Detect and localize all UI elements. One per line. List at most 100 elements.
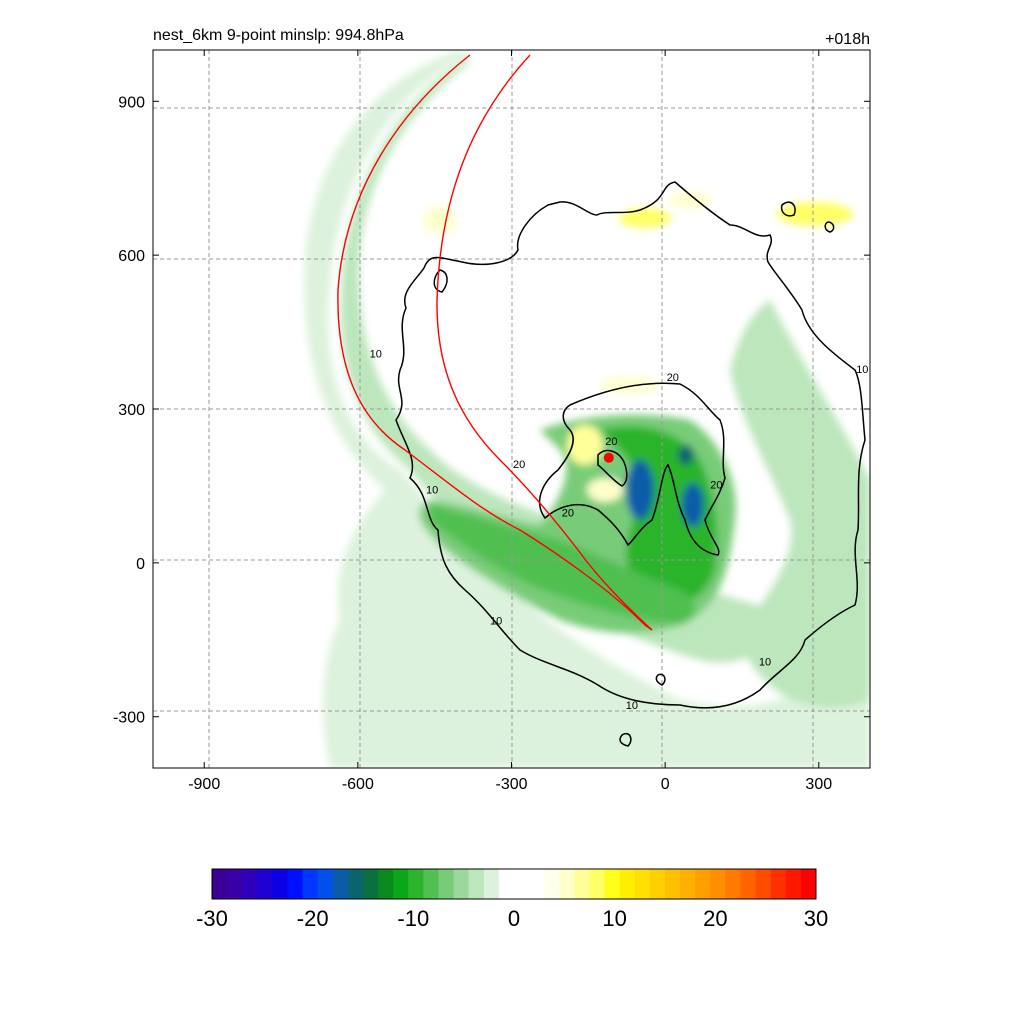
x-tick-label: -900	[188, 776, 220, 793]
swath-lines	[337, 54, 653, 631]
colorbar-tick-label: -20	[297, 906, 329, 931]
y-axis: 900 600 300 0 -300	[113, 94, 870, 727]
colorbar-swatch	[785, 869, 802, 899]
shading-yellow-4	[567, 425, 603, 465]
contour-label: 10	[426, 485, 438, 497]
colorbar-swatch	[755, 869, 772, 899]
colorbar-tick-label: -30	[196, 906, 228, 931]
colorbar-swatch	[363, 869, 379, 899]
colorbar: -30 -20 -10 0 10 20 30	[196, 868, 828, 931]
shading-yellow-3	[777, 202, 853, 226]
colorbar-swatch	[378, 869, 394, 899]
colorbar-swatch	[529, 869, 545, 899]
colorbar-swatch	[272, 869, 288, 899]
colorbar-swatch	[665, 869, 681, 899]
colorbar-swatch	[634, 869, 651, 899]
shading-core-dark	[600, 426, 717, 604]
colorbar-swatch	[347, 869, 364, 899]
colorbar-swatch	[710, 869, 726, 899]
contour-label: 10	[856, 364, 868, 376]
shading-arc-dark	[430, 505, 695, 625]
colorbar-swatch	[619, 869, 636, 899]
shading-outer-band	[304, 50, 870, 768]
contour-label: 10	[759, 656, 771, 668]
contour-20-inner	[538, 382, 726, 556]
colorbar-swatch	[649, 869, 666, 899]
y-tick-label: 0	[136, 556, 145, 573]
contour-label: 10	[370, 349, 382, 361]
colorbar-swatch	[453, 869, 470, 899]
colorbar-swatch	[227, 869, 243, 899]
y-tick-label: 300	[118, 402, 145, 419]
plot-area: 10 10 10 10 10 10 20 20 20 20 20	[153, 50, 870, 768]
contour-label: 20	[562, 508, 574, 520]
colorbar-tick-label: -10	[397, 906, 429, 931]
colorbar-swatch	[212, 869, 228, 899]
colorbar-swatch	[257, 869, 273, 899]
colorbar-tick-label: 20	[703, 906, 727, 931]
y-tick-label: 900	[118, 94, 145, 111]
colorbar-swatch	[680, 869, 696, 899]
x-tick-label: -600	[342, 776, 374, 793]
colorbar-swatch	[408, 869, 424, 899]
contour-label: 20	[605, 436, 617, 448]
contour-label: 20	[710, 479, 722, 491]
contour-small-3	[824, 221, 835, 233]
storm-center-marker	[603, 452, 614, 463]
colorbar-swatch	[393, 869, 409, 899]
contour-label: 10	[490, 615, 502, 627]
colorbar-swatch	[287, 869, 304, 899]
colorbar-swatch	[242, 869, 258, 899]
y-tick-label: -300	[113, 710, 145, 727]
shading-blue-east	[682, 483, 704, 527]
colorbar-swatch	[559, 869, 575, 899]
colorbar-swatch	[544, 869, 560, 899]
contour-label: 20	[513, 459, 525, 471]
colorbar-swatch	[800, 869, 817, 899]
colorbar-swatch	[770, 869, 787, 899]
shading-yellow-7	[424, 206, 456, 234]
shading-blue-west	[626, 460, 654, 520]
colorbar-swatch	[483, 869, 500, 899]
x-tick-label: 300	[805, 776, 832, 793]
colorbar-tick-label: 10	[602, 906, 626, 931]
colorbar-tick-label: 30	[804, 906, 828, 931]
swath-tip	[644, 624, 653, 631]
contour-small-1	[433, 269, 448, 293]
colorbar-swatch	[574, 869, 590, 899]
colorbar-swatch	[317, 869, 334, 899]
contour-label: 10	[626, 700, 638, 712]
colorbar-frame	[211, 868, 817, 900]
contours	[395, 181, 866, 747]
colorbar-swatch	[589, 869, 606, 899]
contour-small-2	[780, 201, 796, 217]
colorbar-swatch	[468, 869, 485, 899]
colorbar-swatch	[514, 869, 530, 899]
colorbar-swatch	[332, 869, 349, 899]
contour-labels: 10 10 10 10 10 10 20 20 20 20 20	[370, 349, 869, 712]
colorbar-swatch	[740, 869, 757, 899]
colorbar-swatch	[604, 869, 621, 899]
colorbar-swatch	[423, 869, 439, 899]
shading-east	[730, 300, 870, 708]
shading-yellow-1	[619, 208, 671, 228]
chart-title: nest_6km 9-point minslp: 994.8hPa	[153, 27, 404, 44]
x-tick-label: 0	[661, 776, 670, 793]
colorbar-tick-label: 0	[508, 906, 520, 931]
swath-right-edge	[436, 54, 653, 631]
x-tick-label: -300	[495, 776, 527, 793]
shading-blue-north	[678, 445, 694, 465]
colorbar-swatch	[498, 869, 515, 899]
contour-20-center	[597, 449, 628, 487]
colorbar-swatch	[302, 869, 319, 899]
colorbar-swatch	[725, 869, 741, 899]
y-tick-label: 600	[118, 248, 145, 265]
shading-field	[304, 50, 870, 768]
contour-small-5	[655, 673, 666, 686]
contour-label: 20	[667, 372, 679, 384]
grid	[153, 50, 870, 768]
shading-yellow-5	[587, 478, 623, 502]
colorbar-swatch	[438, 869, 455, 899]
x-axis: -900 -600 -300 0 300	[188, 50, 832, 793]
